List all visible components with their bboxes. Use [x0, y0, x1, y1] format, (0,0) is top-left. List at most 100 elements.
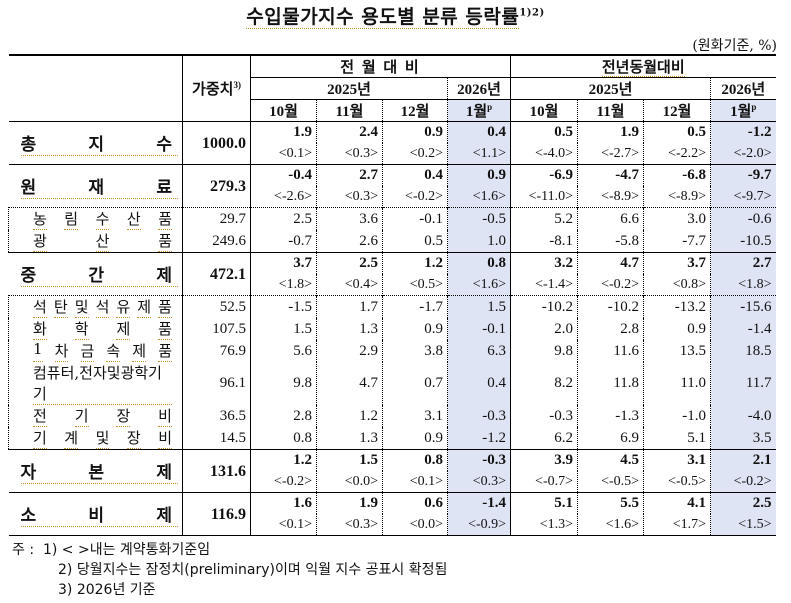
label-char: 원 [20, 178, 37, 198]
month-header-mom-dec: 12월 [382, 99, 448, 122]
mom-value: 5.6 [250, 340, 317, 362]
yoy-value: 0.5 [510, 121, 578, 143]
yoy-contract-value: <1.3> [510, 514, 578, 536]
label-char: 금 [80, 342, 95, 362]
row-label: 컴퓨터,전자및광학기기 [8, 362, 183, 405]
subcategory-row: 1 차 금 속 제 품 76.9 5.6 2.9 3.8 6.3 9.8 11.6 13.5 18.5 [8, 340, 776, 362]
mom-value: 1.6 [250, 492, 317, 514]
label-char: 차 [54, 342, 69, 362]
yoy-value: -1.3 [577, 405, 644, 427]
yoy-value: 11.8 [577, 362, 644, 405]
month-header-yoy-dec: 12월 [643, 99, 711, 122]
month-header-yoy-nov: 11월 [577, 99, 644, 122]
weight-header-label: 가중치 [192, 82, 234, 98]
yoy-value: 6.9 [577, 427, 644, 450]
title-footnote-marks: 1)2) [519, 7, 545, 19]
yoy-value: -10.5 [710, 230, 776, 253]
label-char: 품 [158, 210, 172, 230]
category-row: 소 비 제 116.9 1.6 1.9 0.6 -1.4 5.1 5.5 4.1 2.5 [8, 492, 776, 536]
label-char: 재 [88, 178, 105, 198]
yoy-contract-value: <1.5> [710, 514, 776, 536]
label-char: 품 [158, 298, 172, 318]
yoy-value: 2.0 [510, 318, 578, 340]
yoy-value: 11.6 [577, 340, 644, 362]
label-char: 비 [88, 506, 105, 526]
mom-contract-value: <0.4> [316, 274, 383, 296]
label-header-blank [9, 55, 183, 122]
weight-value: 249.6 [182, 230, 251, 253]
yoy-value: 4.1 [643, 492, 711, 514]
yoy-value: -10.2 [577, 295, 644, 318]
weight-value: 36.5 [182, 405, 251, 427]
category-row: 중 간 제 472.1 3.7 2.5 1.2 0.8 3.2 4.7 3.7 2.7 [8, 252, 776, 296]
yoy-value: 8.2 [510, 362, 578, 405]
yoy-value: 0.5 [643, 121, 711, 143]
yoy-contract-value: <-4.0> [510, 143, 578, 165]
mom-value: 3.8 [382, 340, 448, 362]
yoy-value: 2.8 [577, 318, 644, 340]
label-char: 광 [33, 232, 47, 252]
yoy-value: 3.1 [643, 449, 711, 471]
label-char: 석 [33, 298, 47, 318]
subcategory-row: 컴퓨터,전자및광학기기 96.1 9.8 4.7 0.7 0.4 8.2 11.8 11.0 11… [8, 362, 776, 405]
mom-value: -0.5 [446, 207, 511, 230]
mom-contract-value: <0.1> [250, 143, 317, 165]
mom-contract-value: <1.6> [446, 186, 511, 208]
label-char: 제 [156, 506, 172, 526]
weight-value: 131.6 [182, 449, 251, 493]
yoy-value: -1.4 [710, 318, 776, 340]
yoy-value: 1.9 [577, 121, 644, 143]
contract-currency-row: <0.1> <0.3> <0.2> <1.1> <-4.0> <-2.7> <-2.2> <-… [9, 143, 776, 165]
mom-value: 0.9 [382, 427, 448, 450]
month-header-mom-nov: 11월 [316, 99, 383, 122]
label-char: 수 [95, 210, 110, 230]
yoy-value: -6.8 [643, 164, 711, 186]
yoy-value: -6.9 [510, 164, 578, 186]
footnotes: 주 : 1) < >내는 계약통화기준임 2) 당월지수는 잠정치(prelim… [12, 540, 447, 600]
weight-header-sup: 3) [233, 80, 241, 90]
label-char: 탄 [53, 298, 68, 318]
mom-value: 0.4 [382, 164, 448, 186]
mom-value: -0.7 [250, 230, 317, 253]
label-char: 비 [158, 407, 172, 427]
label-char: 및 [95, 429, 110, 449]
label-char: 기 [74, 407, 89, 427]
weight-value: 14.5 [182, 427, 251, 450]
mom-contract-value: <0.2> [382, 143, 448, 165]
subcategory-row: 기 계 및 장 비 14.5 0.8 1.3 0.9 -1.2 6.2 6.9 5.1 3.5 [8, 427, 776, 450]
mom-contract-value: <0.3> [316, 514, 383, 536]
yoy-value: -4.0 [710, 405, 776, 427]
table-title: 수입물가지수 용도별 분류 등락률1)2) [0, 2, 791, 29]
mom-contract-value: <-0.9> [446, 514, 511, 536]
label-char: 유 [116, 298, 131, 318]
yoy-value: -1.0 [643, 405, 711, 427]
category-row: 원 재 료 279.3 -0.4 2.7 0.4 0.9 -6.9 -4.7 -6.8 -9.7 [8, 164, 776, 208]
yoy-value: 3.7 [643, 252, 711, 274]
yoy-contract-value: <-2.0> [710, 143, 776, 165]
mom-value: 2.4 [316, 121, 383, 143]
mom-value: 0.8 [446, 252, 511, 274]
yoy-value: -15.6 [710, 295, 776, 318]
yoy-value: 5.2 [510, 207, 578, 230]
mom-value: 0.5 [382, 230, 448, 253]
mom-contract-value: <-0.2> [382, 186, 448, 208]
yoy-value: 4.7 [577, 252, 644, 274]
label-char: 화 [33, 320, 47, 340]
mom-value: 1.9 [316, 492, 383, 514]
mom-value: 2.5 [316, 252, 383, 274]
mom-value: -0.1 [446, 318, 511, 340]
mom-value: 0.9 [382, 121, 448, 143]
label-char: 전 [33, 407, 47, 427]
prelim-mark: p [487, 102, 493, 112]
yoy-value: 2.1 [710, 449, 776, 471]
weight-value: 52.5 [182, 295, 251, 318]
